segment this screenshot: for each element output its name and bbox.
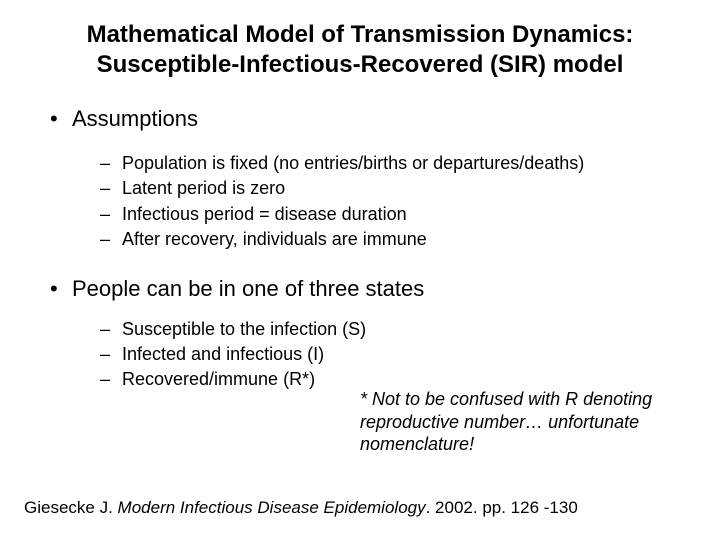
dash-marker: –: [100, 203, 122, 226]
assumption-item: – Population is fixed (no entries/births…: [100, 152, 690, 175]
bullet-states: • People can be in one of three states: [50, 276, 690, 302]
dash-marker: –: [100, 343, 122, 366]
citation: Giesecke J. Modern Infectious Disease Ep…: [24, 498, 578, 518]
dash-marker: –: [100, 177, 122, 200]
bullet-label: Assumptions: [72, 106, 198, 132]
item-text: Recovered/immune (R*): [122, 368, 315, 391]
assumption-item: – Latent period is zero: [100, 177, 690, 200]
item-text: Susceptible to the infection (S): [122, 318, 366, 341]
bullet-assumptions: • Assumptions: [50, 106, 690, 132]
bullet-marker: •: [50, 106, 72, 132]
citation-author: Giesecke J.: [24, 498, 118, 517]
assumption-item: – After recovery, individuals are immune: [100, 228, 690, 251]
bullet-marker: •: [50, 276, 72, 302]
footnote: * Not to be confused with R denoting rep…: [360, 388, 670, 456]
state-item: – Susceptible to the infection (S): [100, 318, 690, 341]
item-text: After recovery, individuals are immune: [122, 228, 427, 251]
slide-title: Mathematical Model of Transmission Dynam…: [40, 20, 680, 80]
item-text: Infectious period = disease duration: [122, 203, 407, 226]
title-line-2: Susceptible-Infectious-Recovered (SIR) m…: [97, 51, 624, 78]
bullet-label: People can be in one of three states: [72, 276, 424, 302]
item-text: Infected and infectious (I): [122, 343, 324, 366]
dash-marker: –: [100, 152, 122, 175]
title-line-1: Mathematical Model of Transmission Dynam…: [87, 21, 634, 48]
item-text: Population is fixed (no entries/births o…: [122, 152, 584, 175]
dash-marker: –: [100, 228, 122, 251]
citation-title: Modern Infectious Disease Epidemiology: [118, 498, 426, 517]
citation-suffix: . 2002. pp. 126 -130: [426, 498, 578, 517]
item-text: Latent period is zero: [122, 177, 285, 200]
dash-marker: –: [100, 318, 122, 341]
slide: Mathematical Model of Transmission Dynam…: [0, 0, 720, 540]
state-item: – Infected and infectious (I): [100, 343, 690, 366]
footnote-text: * Not to be confused with R denoting rep…: [360, 389, 652, 454]
dash-marker: –: [100, 368, 122, 391]
assumption-item: – Infectious period = disease duration: [100, 203, 690, 226]
